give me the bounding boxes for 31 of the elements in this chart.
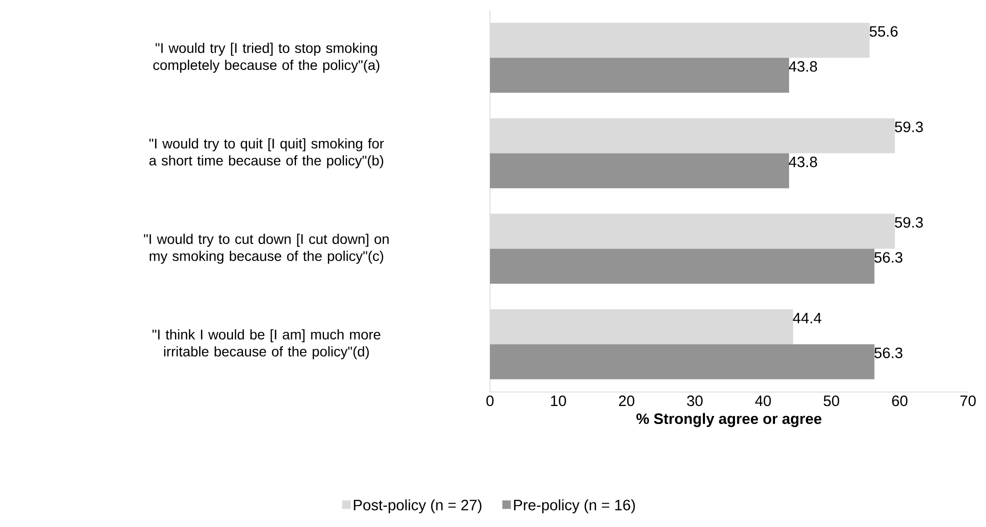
data-label: 43.8 bbox=[788, 156, 818, 168]
x-tick-label: 10 bbox=[551, 396, 566, 406]
data-label: 55.6 bbox=[870, 26, 898, 37]
y-tick-label: "I think I would be [I am] much more irritable because of the policy"(d) bbox=[152, 329, 380, 360]
bar bbox=[490, 153, 790, 188]
x-tick-label: 60 bbox=[892, 396, 908, 406]
y-tick-label: "I would try [I tried] to stop smoking completely because of the policy"(a) bbox=[153, 42, 380, 73]
bar bbox=[490, 22, 870, 58]
data-label: 43.8 bbox=[788, 61, 818, 72]
legend-label: Pre-policy (n = 16) bbox=[514, 499, 635, 514]
x-tick-label: 30 bbox=[687, 396, 703, 406]
data-label: 56.3 bbox=[874, 252, 902, 263]
x-tick-label: 40 bbox=[755, 396, 771, 406]
x-tick-label: 50 bbox=[824, 396, 840, 406]
x-tick-label: 70 bbox=[960, 396, 976, 406]
y-tick-label: "I would try to cut down [I cut down] on my smoking because of the policy"(c) bbox=[144, 234, 389, 264]
data-label: 56.3 bbox=[874, 348, 902, 358]
bar bbox=[490, 248, 874, 284]
legend-label: Post-policy (n = 27) bbox=[354, 499, 482, 514]
x-tick-label: 20 bbox=[618, 396, 634, 406]
x-tick-label: 0 bbox=[486, 396, 494, 406]
data-label: 59.3 bbox=[894, 217, 923, 228]
y-tick-label: "I would try to quit [I quit] smoking for a short time because of the policy"(b) bbox=[149, 138, 384, 168]
bar bbox=[490, 214, 895, 249]
bar bbox=[490, 118, 895, 154]
bar bbox=[490, 58, 790, 93]
data-label: 44.4 bbox=[792, 312, 822, 324]
bar bbox=[490, 344, 874, 380]
bar bbox=[490, 309, 794, 344]
data-label: 59.3 bbox=[894, 122, 923, 132]
x-axis-title: % Strongly agree or agree bbox=[636, 413, 822, 428]
